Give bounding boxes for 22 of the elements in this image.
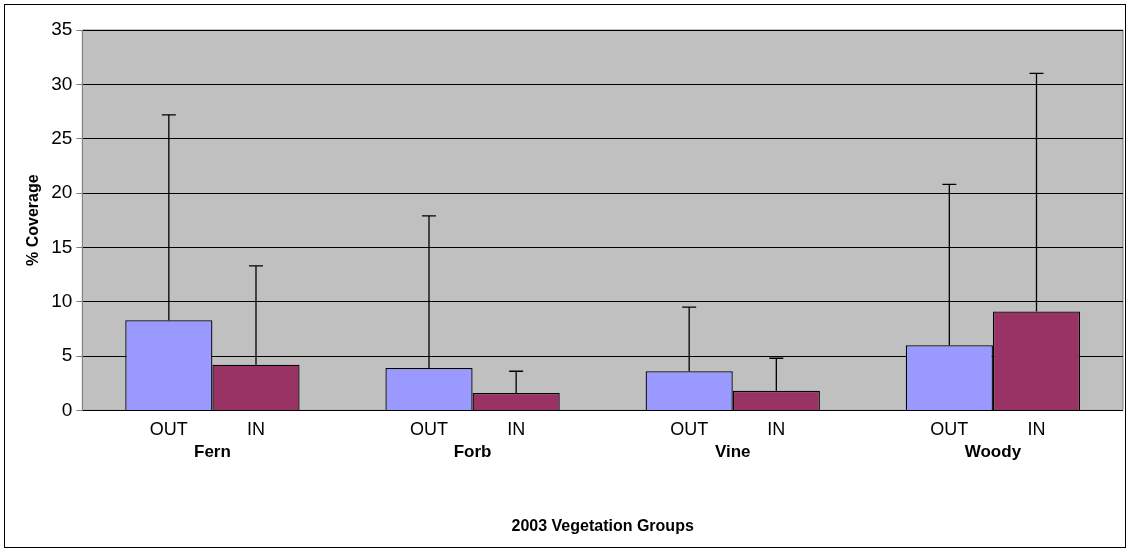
- series-label: IN: [246, 419, 265, 440]
- y-tick-label: 5: [61, 344, 73, 366]
- text: OUT: [670, 419, 709, 440]
- series-label: OUT: [149, 419, 188, 440]
- y-tick-label: 25: [51, 126, 73, 148]
- text: IN: [507, 419, 526, 440]
- text: OUT: [410, 419, 449, 440]
- text: IN: [767, 419, 786, 440]
- x-tick-label: Fern: [194, 442, 231, 462]
- y-tick-label: 10: [51, 289, 73, 311]
- x-tick-label: Forb: [453, 442, 492, 462]
- x-axis-title: 2003 Vegetation Groups: [511, 516, 694, 534]
- y-tick-label: 30: [51, 72, 73, 94]
- y-tick-label: 0: [61, 398, 73, 420]
- y-tick-label: 15: [51, 235, 73, 257]
- text: IN: [1027, 419, 1046, 440]
- x-tick-label: Vine: [714, 442, 751, 462]
- y-tick-label: 20: [51, 181, 73, 203]
- y-tick-label: 35: [51, 18, 73, 40]
- y-axis-title: % Coverage: [24, 174, 42, 266]
- text: OUT: [930, 419, 969, 440]
- x-tick-label: Woody: [964, 442, 1022, 462]
